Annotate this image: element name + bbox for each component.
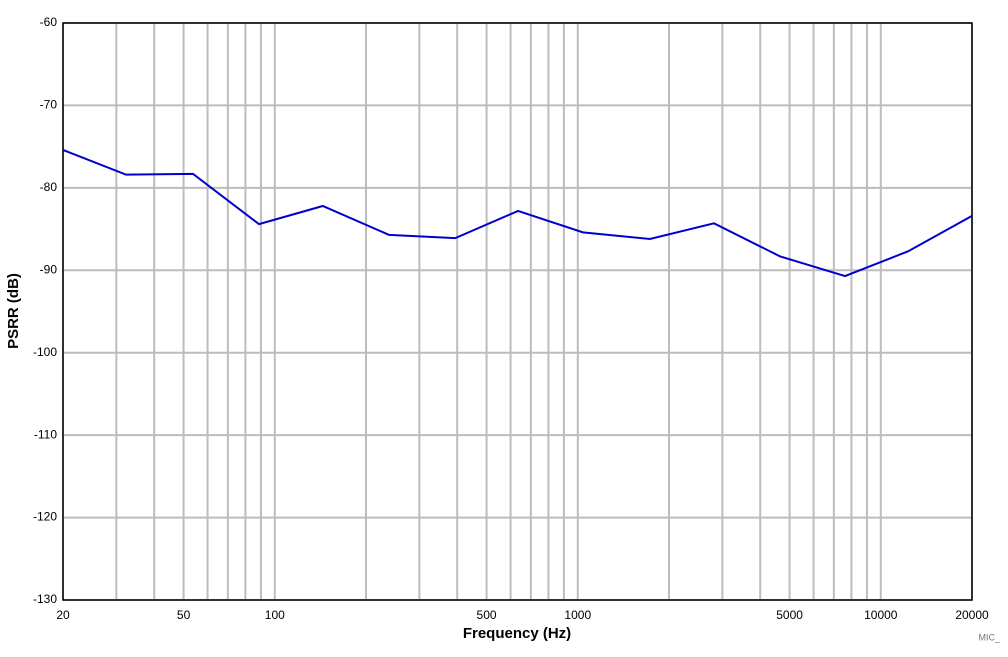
- x-tick-label: 20000: [955, 608, 989, 622]
- y-tick-label: -100: [33, 345, 57, 359]
- y-tick-label: -80: [40, 180, 58, 194]
- y-tick-label: -90: [40, 262, 58, 276]
- x-tick-label: 20: [56, 608, 70, 622]
- y-tick-label: -110: [34, 427, 57, 441]
- x-tick-label: 5000: [776, 608, 803, 622]
- x-tick-label: 10000: [864, 608, 898, 622]
- x-tick-label: 1000: [564, 608, 591, 622]
- y-tick-label: -130: [33, 592, 57, 606]
- y-axis-label: PSRR (dB): [5, 273, 22, 349]
- note: MIC_: [978, 632, 1000, 642]
- x-tick-label: 100: [265, 608, 285, 622]
- x-tick-label: 50: [177, 608, 191, 622]
- x-axis-label: Frequency (Hz): [463, 625, 571, 642]
- y-tick-label: -120: [33, 510, 57, 524]
- x-tick-label: 500: [477, 608, 497, 622]
- data-line: [62, 149, 973, 278]
- y-tick-label: -60: [40, 15, 58, 29]
- y-tick-label: -70: [40, 98, 58, 112]
- plot-frame: [62, 22, 973, 601]
